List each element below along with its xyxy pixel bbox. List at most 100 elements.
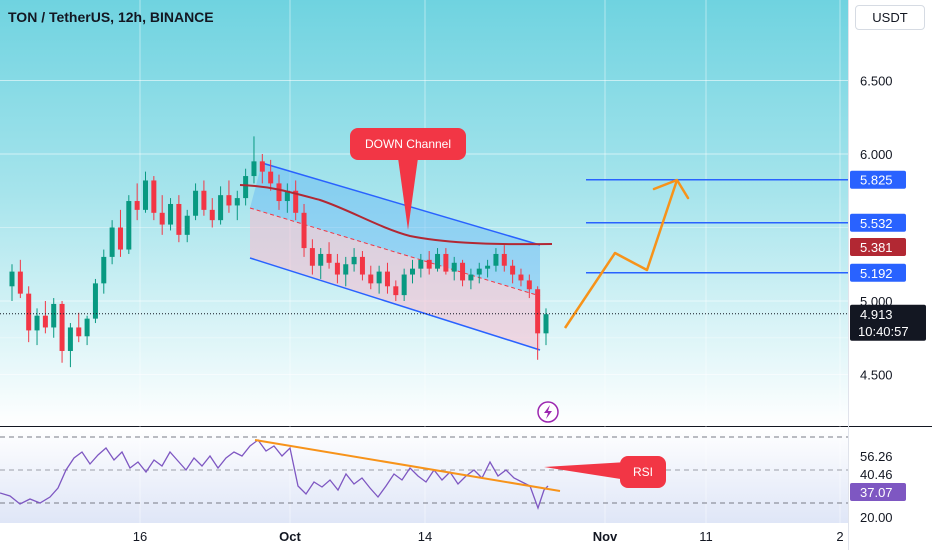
current-price-tag: 4.913 10:40:57 (850, 304, 926, 341)
candle-body-15 (134, 201, 140, 210)
candle-5 (51, 298, 57, 338)
candle-body-36 (309, 248, 315, 266)
candle-body-3 (34, 315, 40, 331)
rsi-value-text-0: 56.26 (860, 449, 893, 464)
candle-35 (301, 203, 307, 257)
rsi-callout-box (620, 456, 666, 488)
candle-52 (443, 248, 449, 275)
candle-62 (526, 274, 532, 299)
candle-body-10 (92, 283, 98, 319)
rsi-pane-background (0, 427, 848, 523)
candle-body-57 (485, 265, 491, 269)
rsi-value-tag-box-2 (850, 483, 906, 501)
time-tick-5: 2 (836, 529, 843, 544)
channel-upper-line[interactable] (261, 162, 541, 246)
candle-21 (184, 209, 190, 243)
candle-29 (251, 136, 257, 184)
candle-26 (226, 180, 232, 213)
time-axis[interactable]: 16 Oct 14 Nov 11 2 (133, 529, 844, 544)
candle-body-37 (318, 253, 324, 266)
rsi-line[interactable] (0, 439, 549, 510)
channel-lower-line[interactable] (249, 257, 541, 351)
candle-body-55 (468, 274, 474, 281)
candle-body-41 (351, 256, 357, 265)
candle-body-20 (176, 203, 182, 235)
candle-body-16 (142, 180, 149, 210)
event-marker[interactable] (537, 401, 559, 423)
rsi-callout-text: RSI (633, 465, 653, 479)
candle-body-35 (301, 212, 307, 249)
rsi-callout[interactable]: RSI (544, 456, 666, 488)
time-axis-background (0, 523, 848, 550)
channel-upper-fill (250, 163, 540, 296)
candle-31 (268, 159, 274, 191)
current-price-text: 4.913 (860, 307, 893, 322)
candles (9, 136, 549, 368)
candle-14 (126, 195, 132, 254)
rsi-trendline[interactable] (254, 439, 561, 492)
candle-body-38 (326, 253, 332, 263)
candle-61 (518, 268, 524, 287)
down-channel-callout[interactable]: DOWN Channel (350, 128, 466, 230)
candle-41 (351, 248, 357, 272)
rsi-axis[interactable]: 56.26 40.46 37.07 20.00 (850, 447, 906, 525)
currency-button[interactable]: USDT (855, 5, 925, 30)
candle-body-33 (284, 190, 290, 202)
candle-7 (67, 323, 73, 368)
candle-body-17 (151, 180, 157, 213)
time-tick-0: 16 (133, 529, 147, 544)
rsi-value-tag-box-0 (850, 447, 906, 465)
main-pane-background (0, 0, 848, 426)
candle-body-28 (243, 176, 249, 199)
candle-12 (109, 220, 115, 265)
rsi-value-tag-2: 37.07 (850, 483, 906, 501)
level-tag-2-text: 5.192 (860, 266, 893, 281)
horizontal-levels (586, 178, 848, 274)
price-tick-3: 4.500 (860, 368, 893, 383)
candle-body-29 (251, 161, 257, 177)
projection-path[interactable] (563, 179, 679, 329)
candle-43 (368, 265, 374, 290)
candle-28 (243, 168, 249, 206)
callout-box (350, 128, 466, 160)
candle-body-51 (435, 253, 441, 269)
rsi-value-text-1: 40.46 (860, 467, 893, 482)
candle-body-7 (67, 327, 73, 351)
candle-10 (92, 278, 98, 324)
candle-47 (401, 268, 407, 301)
channel-lower-fill (250, 208, 540, 350)
level-tag-0-box (850, 170, 906, 189)
moving-average-line[interactable] (239, 184, 553, 246)
candle-18 (159, 195, 165, 235)
candle-body-64 (543, 314, 549, 334)
candle-body-54 (460, 262, 466, 281)
candle-body-25 (218, 195, 224, 221)
candle-body-48 (409, 268, 416, 275)
candle-body-59 (501, 253, 507, 266)
candle-body-45 (384, 271, 390, 287)
candle-body-23 (201, 190, 207, 210)
time-tick-1: Oct (279, 529, 301, 544)
time-tick-2: 14 (418, 529, 432, 544)
level-tag-1-text: 5.532 (860, 216, 893, 231)
candle-body-44 (376, 271, 382, 284)
channel-midline (249, 207, 541, 297)
candle-36 (309, 239, 315, 275)
candle-body-27 (234, 198, 240, 206)
candle-body-14 (126, 201, 132, 250)
symbol-title[interactable]: TON / TetherUS, 12h, BINANCE (8, 9, 214, 25)
candle-25 (218, 186, 224, 225)
level-tag-0-text: 5.825 (860, 173, 893, 188)
candle-body-47 (401, 274, 407, 296)
candle-body-8 (76, 327, 82, 337)
candle-64 (543, 308, 549, 346)
projection-arrowhead (652, 178, 690, 200)
candle-body-5 (51, 303, 57, 328)
candle-15 (134, 183, 140, 221)
candle-body-24 (209, 209, 215, 221)
rsi-value-tag-0: 56.26 (850, 447, 906, 465)
candle-51 (435, 248, 441, 272)
candle-39 (334, 253, 340, 284)
